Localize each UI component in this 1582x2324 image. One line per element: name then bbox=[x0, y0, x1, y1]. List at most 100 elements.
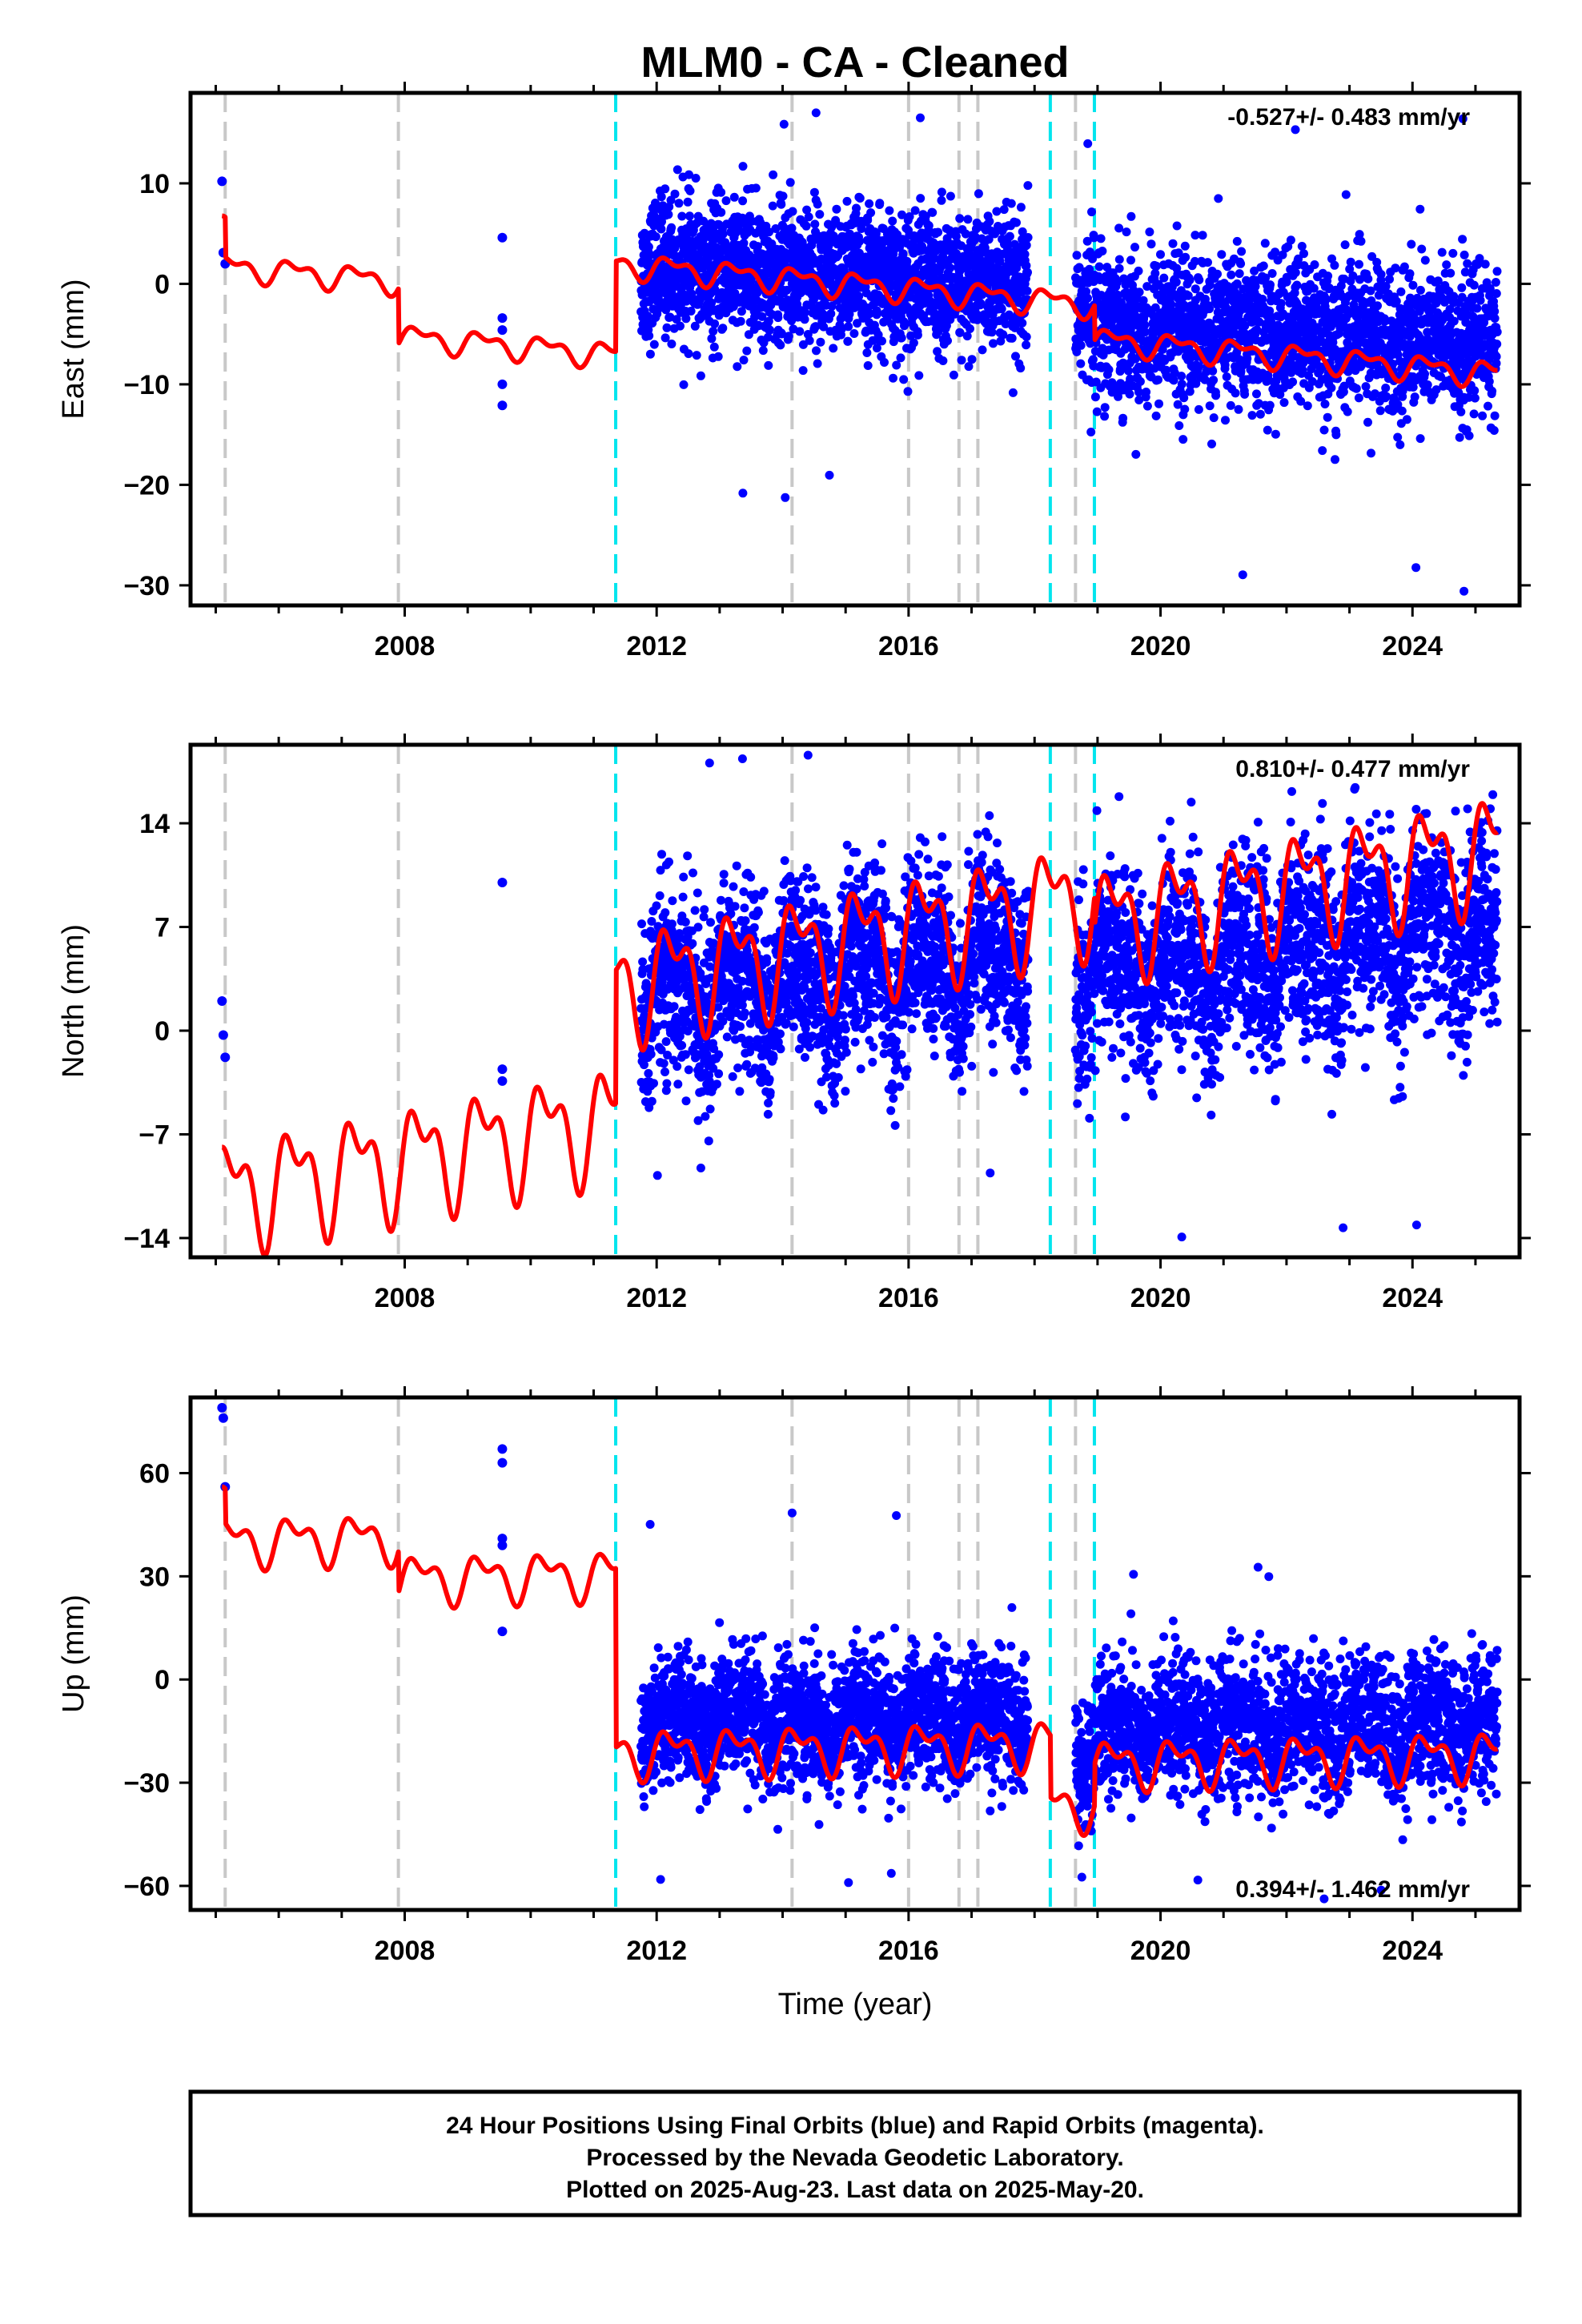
east-data-point bbox=[1146, 239, 1156, 249]
east-data-point bbox=[1208, 366, 1218, 376]
east-data-point bbox=[854, 292, 864, 301]
east-data-point bbox=[1195, 275, 1204, 284]
east-data-point bbox=[1181, 252, 1191, 262]
east-data-point bbox=[826, 309, 836, 319]
east-data-point bbox=[1286, 235, 1295, 245]
east-data-point bbox=[1260, 239, 1270, 248]
east-data-point bbox=[1211, 391, 1221, 400]
east-data-point bbox=[1018, 318, 1027, 328]
east-data-point bbox=[1265, 400, 1275, 410]
east-data-point bbox=[898, 249, 908, 259]
east-data-point bbox=[1271, 247, 1280, 257]
east-data-point bbox=[1008, 388, 1018, 397]
north-data-point bbox=[732, 861, 741, 870]
east-data-point bbox=[966, 324, 974, 333]
east-data-point bbox=[1297, 242, 1307, 251]
east-data-point bbox=[829, 344, 838, 353]
east-data-point bbox=[871, 229, 881, 239]
east-data-point bbox=[910, 206, 920, 215]
east-data-point bbox=[657, 217, 666, 227]
east-data-point bbox=[967, 355, 977, 364]
east-data-point bbox=[1231, 388, 1240, 398]
east-data-point bbox=[928, 207, 938, 217]
east-data-point bbox=[718, 324, 728, 333]
east-data-point bbox=[1381, 384, 1391, 392]
east-data-point bbox=[844, 322, 853, 332]
north-data-point bbox=[742, 1059, 752, 1069]
east-data-point bbox=[1022, 332, 1031, 342]
east-data-point bbox=[709, 327, 718, 336]
east-data-point bbox=[1226, 400, 1235, 410]
east-rate-annotation: -0.527+/- 0.483 mm/yr bbox=[1227, 104, 1470, 131]
north-data-point bbox=[638, 957, 648, 967]
east-data-point bbox=[995, 256, 1005, 266]
east-y-tick-label: −10 bbox=[123, 370, 170, 400]
east-data-point bbox=[1023, 267, 1032, 277]
east-data-point bbox=[974, 189, 983, 199]
east-data-point bbox=[1442, 260, 1452, 270]
east-data-point bbox=[1408, 280, 1418, 290]
east-data-point bbox=[1151, 261, 1161, 271]
east-data-point bbox=[1420, 369, 1429, 379]
east-data-point bbox=[713, 352, 723, 361]
east-data-point bbox=[787, 223, 797, 233]
east-data-point bbox=[1076, 359, 1086, 368]
east-data-point bbox=[812, 346, 821, 356]
east-data-point bbox=[896, 353, 905, 363]
east-data-point bbox=[976, 299, 986, 308]
north-data-point bbox=[722, 1032, 732, 1042]
east-data-point bbox=[784, 332, 793, 341]
north-data-point bbox=[749, 923, 759, 932]
east-outlier-point bbox=[1238, 570, 1247, 580]
east-data-point bbox=[1217, 250, 1227, 259]
east-data-point bbox=[1420, 255, 1430, 265]
north-data-point bbox=[719, 870, 729, 879]
east-data-point bbox=[686, 307, 696, 316]
north-data-point bbox=[730, 902, 740, 911]
east-data-point bbox=[1088, 355, 1098, 364]
north-data-point bbox=[735, 1087, 745, 1096]
east-data-point bbox=[955, 328, 965, 337]
east-data-point bbox=[664, 210, 673, 219]
north-data-point bbox=[657, 850, 666, 859]
east-data-point bbox=[946, 263, 955, 272]
east-data-point bbox=[1209, 413, 1219, 423]
east-y-axis-label: East (mm) bbox=[57, 279, 90, 419]
north-data-point bbox=[706, 918, 715, 927]
east-data-point bbox=[692, 351, 701, 360]
east-data-point bbox=[681, 314, 691, 324]
east-data-point bbox=[685, 211, 694, 221]
east-data-point bbox=[795, 327, 805, 336]
east-data-point bbox=[1092, 407, 1102, 416]
east-data-point bbox=[1100, 412, 1110, 421]
east-data-point bbox=[1003, 239, 1013, 249]
east-data-point bbox=[1072, 251, 1082, 260]
east-data-point bbox=[1174, 421, 1184, 430]
east-outlier-point bbox=[1083, 139, 1093, 148]
east-data-point bbox=[1259, 261, 1268, 271]
east-data-point bbox=[687, 289, 697, 299]
east-data-point bbox=[1331, 430, 1341, 440]
east-data-point bbox=[897, 333, 906, 343]
east-data-point bbox=[997, 304, 1006, 314]
east-data-point bbox=[691, 174, 701, 183]
east-data-point bbox=[866, 208, 876, 218]
east-outlier-point bbox=[811, 108, 821, 118]
east-data-point bbox=[1303, 401, 1312, 411]
east-y-tick-label: −20 bbox=[123, 470, 170, 501]
north-data-point bbox=[688, 939, 697, 948]
east-data-point bbox=[1415, 204, 1425, 214]
east-data-point bbox=[1267, 269, 1277, 278]
east-data-point bbox=[875, 199, 885, 208]
east-data-point bbox=[1114, 255, 1124, 264]
east-data-point bbox=[937, 195, 946, 205]
east-data-point bbox=[1343, 407, 1352, 416]
east-data-point bbox=[1399, 262, 1409, 271]
north-data-point bbox=[704, 1136, 713, 1146]
east-data-point bbox=[934, 327, 943, 336]
east-data-point bbox=[788, 207, 797, 216]
east-data-point bbox=[661, 305, 671, 315]
east-data-point bbox=[1006, 199, 1016, 208]
east-data-point bbox=[1323, 412, 1332, 422]
